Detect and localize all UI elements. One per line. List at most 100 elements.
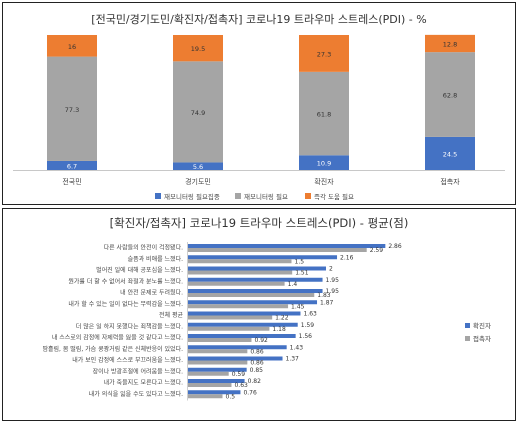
bar-2-1 <box>188 248 367 252</box>
data-label: 0.63 <box>234 382 248 389</box>
data-label: 2 <box>329 266 333 273</box>
bar-segment-1-1 <box>47 160 97 170</box>
stacked-percent-chart: [전국민/경기도민/확진자/접촉자] 코로나19 트라우마 스트레스(PDI) … <box>13 13 505 201</box>
category-label: 뭔가를 더 할 수 없어서 좌절과 분노를 느꼈다. <box>68 277 183 285</box>
category-label: 내가 의식을 잃을 수도 있다고 느꼈다. <box>89 390 183 398</box>
bar-2-13 <box>188 383 232 387</box>
bar-2-11 <box>188 360 248 365</box>
chart-title: [전국민/경기도민/확진자/접촉자] 코로나19 트라우마 스트레스(PDI) … <box>91 13 426 26</box>
bar-1-10 <box>188 345 287 350</box>
bar-1-2 <box>188 255 338 260</box>
bar-1-9 <box>188 334 296 338</box>
data-label: 1.5 <box>295 258 305 265</box>
legend-swatch <box>465 323 470 328</box>
data-label: 77.3 <box>65 106 79 114</box>
data-label: 27.3 <box>317 50 331 58</box>
data-label: 0.82 <box>248 378 262 385</box>
bar-2-8 <box>188 326 270 331</box>
bar-1-8 <box>188 322 298 327</box>
bar-segment-2-3 <box>299 71 349 156</box>
data-label: 6.7 <box>67 162 77 170</box>
data-label: 24.5 <box>443 150 457 158</box>
category-label: 내 스스로의 감정에 자제력을 잃을 것 같다고 느꼈다. <box>52 334 183 342</box>
bar-2-4 <box>188 281 285 286</box>
data-label: 16 <box>68 43 76 51</box>
horizontal-bar-chart-panel: [확진자/접촉자] 코로나19 트라우마 스트레스(PDI) - 평균(점) 다… <box>2 208 516 421</box>
legend-label: 즉각 도움 필요 <box>314 193 354 201</box>
legend-label: 재모니터링 필요 <box>244 192 288 201</box>
data-label: 0.92 <box>254 337 268 344</box>
legend-label: 접촉자 <box>473 334 491 343</box>
bar-2-3 <box>188 270 293 275</box>
bar-segment-1-4 <box>425 136 475 170</box>
bar-1-4 <box>188 277 323 282</box>
bar-segment-1-3 <box>299 155 349 170</box>
category-label: 확진자 <box>314 177 334 186</box>
data-label: 2.16 <box>340 254 354 261</box>
category-label: 전체 평균 <box>159 311 183 319</box>
legend-label: 확진자 <box>473 321 491 330</box>
category-label: 벌어진 일에 대해 공포심을 느꼈다. <box>96 266 183 274</box>
bar-1-14 <box>188 390 241 395</box>
category-label: 내 안전 문제로 두려웠다. <box>120 289 183 297</box>
bar-segment-3-2 <box>173 35 223 62</box>
data-label: 2.86 <box>388 243 402 250</box>
data-label: 1.18 <box>272 326 286 333</box>
category-label: 다른 사람들의 안전이 걱정됐다. <box>104 244 183 252</box>
data-label: 61.8 <box>317 111 331 119</box>
bar-2-6 <box>188 304 289 309</box>
data-label: 1.43 <box>290 344 304 351</box>
bar-segment-2-4 <box>425 52 475 137</box>
category-label: 내가 죽을지도 모른다고 느꼈다. <box>104 379 183 387</box>
category-label: 경기도민 <box>185 177 211 186</box>
data-label: 10.9 <box>317 160 331 168</box>
data-label: 1.95 <box>326 288 340 295</box>
data-label: 1.51 <box>295 270 309 277</box>
legend-swatch <box>155 193 161 199</box>
bar-1-7 <box>188 311 301 316</box>
data-label: 62.8 <box>443 92 457 100</box>
data-label: 1.63 <box>303 311 317 318</box>
data-label: 0.86 <box>250 360 264 367</box>
legend-label: 재모니터링 필요집중 <box>164 192 220 201</box>
data-label: 2.59 <box>370 247 384 254</box>
bar-segment-2-2 <box>173 61 223 163</box>
bar-segment-3-3 <box>299 35 349 72</box>
bar-2-10 <box>188 349 248 354</box>
category-label: 접촉자 <box>440 177 460 186</box>
data-label: 1.22 <box>275 315 289 322</box>
chart-title: [확진자/접촉자] 코로나19 트라우마 스트레스(PDI) - 평균(점) <box>110 216 409 230</box>
bar-2-7 <box>188 315 273 320</box>
bar-1-6 <box>188 300 318 305</box>
data-label: 0.5 <box>226 393 236 400</box>
data-label: 1.45 <box>291 303 305 310</box>
data-label: 74.9 <box>191 109 205 117</box>
bar-1-11 <box>188 356 283 361</box>
category-label: 더 많은 일 하지 못했다는 죄책감을 느꼈다. <box>76 322 183 330</box>
data-label: 1.37 <box>286 356 300 363</box>
bar-2-2 <box>188 259 292 264</box>
category-label: 땀흘림, 몸 떨림, 가슴 쿵쾅거림 같은 신체반응이 있었다. <box>42 345 183 353</box>
bar-1-13 <box>188 379 245 383</box>
category-label: 전국민 <box>62 177 81 186</box>
data-label: 0.76 <box>243 389 257 396</box>
category-label: 슬픔과 비애를 느꼈다. <box>128 255 183 263</box>
bar-1-12 <box>188 367 247 372</box>
data-label: 0.86 <box>250 348 264 355</box>
data-label: 1.56 <box>299 333 313 340</box>
horizontal-bar-chart: [확진자/접촉자] 코로나19 트라우마 스트레스(PDI) - 평균(점) 다… <box>42 216 491 401</box>
category-label: 내가 할 수 있는 일이 없다는 무력감을 느꼈다. <box>68 300 183 308</box>
bar-2-9 <box>188 338 252 342</box>
category-label: 내가 보인 감정에 스스로 부끄러움을 느꼈다. <box>72 356 183 364</box>
data-label: 12.8 <box>443 41 457 49</box>
bar-segment-3-4 <box>425 34 475 53</box>
data-label: 5.6 <box>193 163 203 171</box>
legend-swatch <box>235 193 241 199</box>
category-label: 장이나 방광조절에 어려움을 느꼈다. <box>93 367 184 375</box>
data-label: 1.4 <box>288 281 298 288</box>
bar-2-5 <box>188 293 315 297</box>
bar-segment-2-1 <box>47 56 97 161</box>
bar-2-12 <box>188 371 229 376</box>
bar-2-14 <box>188 394 223 399</box>
data-label: 0.59 <box>232 371 246 378</box>
